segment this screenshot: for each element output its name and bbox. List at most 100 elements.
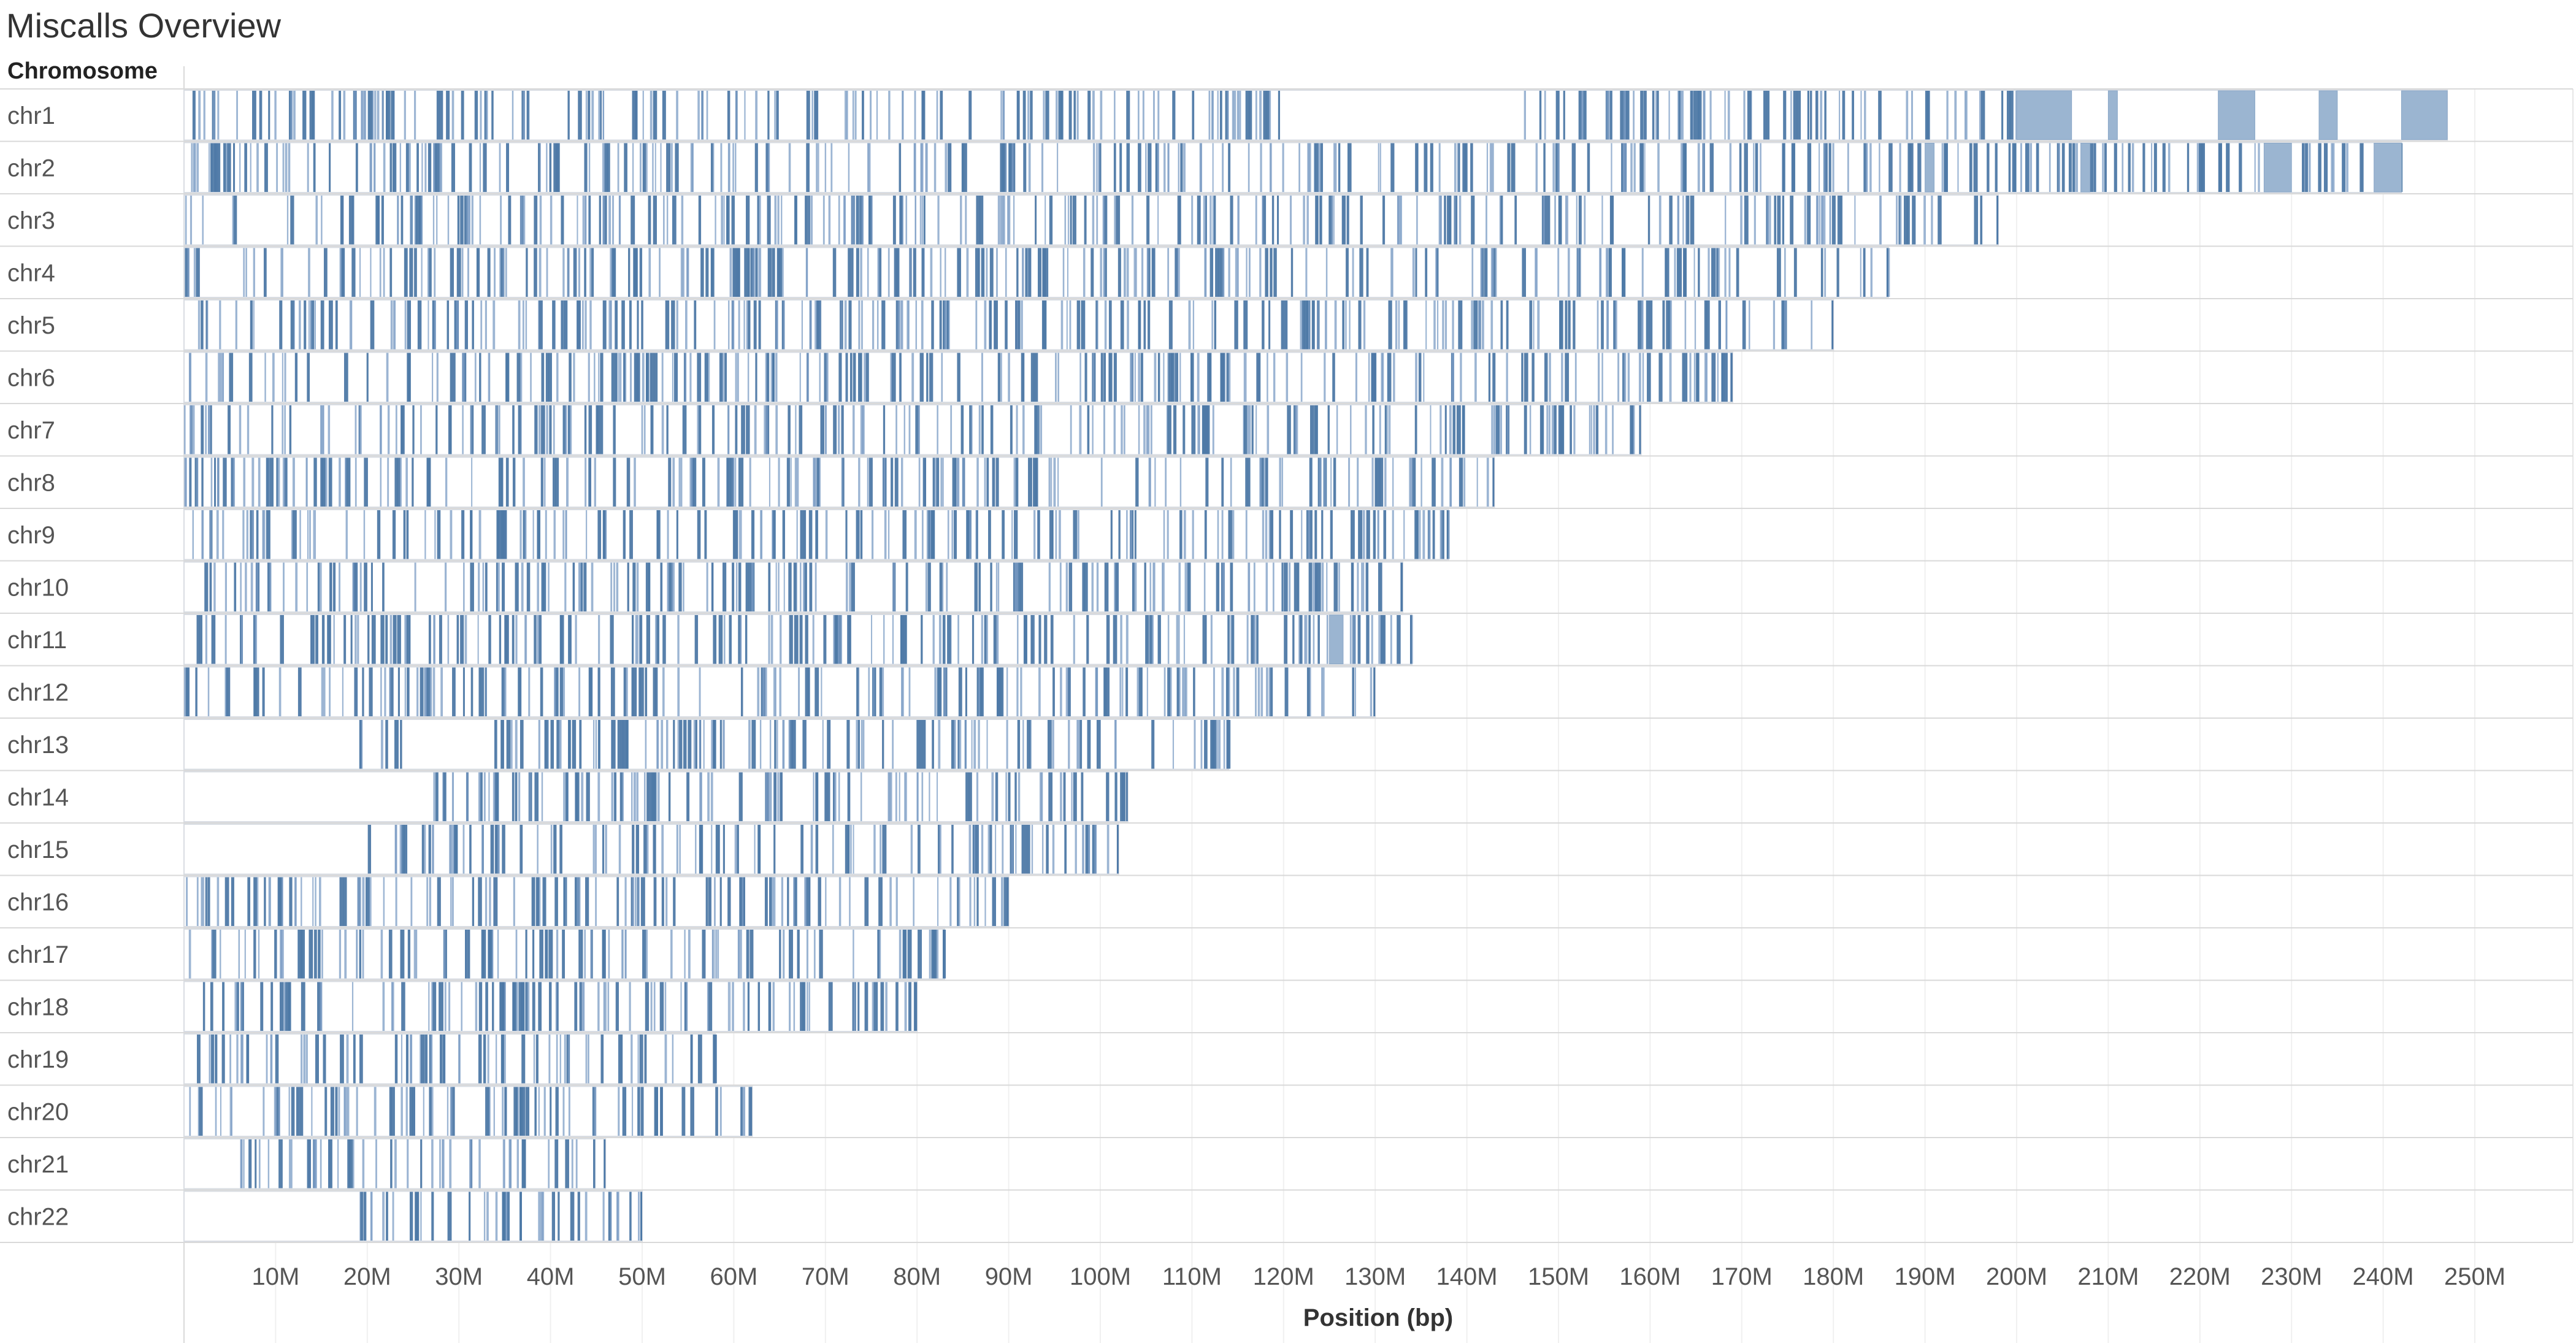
miscall-mark <box>1753 143 1755 192</box>
miscall-mark <box>824 772 827 821</box>
miscall-mark <box>1016 248 1019 297</box>
miscall-mark <box>1070 196 1072 245</box>
miscall-mark <box>2093 143 2096 192</box>
miscall-mark <box>460 615 464 664</box>
miscall-mark <box>1627 353 1630 402</box>
miscall-mark <box>1197 196 1201 245</box>
miscall-mark <box>395 405 397 454</box>
miscall-mark <box>981 615 983 664</box>
miscall-mark <box>505 1192 507 1241</box>
miscall-mark <box>584 143 588 192</box>
miscall-mark <box>914 510 917 559</box>
miscall-mark <box>1121 300 1124 350</box>
miscall-mark <box>1248 562 1251 611</box>
miscall-mark <box>654 667 658 716</box>
miscall-mark <box>393 300 396 350</box>
miscall-mark <box>506 720 511 769</box>
miscall-mark <box>946 562 948 611</box>
miscall-mark <box>745 615 748 664</box>
miscall-mark <box>665 300 670 350</box>
miscall-mark <box>1374 457 1377 507</box>
miscall-mark <box>684 353 687 402</box>
miscall-mark <box>1289 196 1292 245</box>
miscall-mark <box>703 720 705 769</box>
miscall-mark <box>1059 562 1062 611</box>
miscall-mark <box>1106 667 1110 716</box>
miscall-mark <box>1333 196 1335 245</box>
miscall-mark <box>1279 457 1281 507</box>
miscall-mark <box>512 982 517 1031</box>
miscall-mark <box>450 1087 453 1136</box>
x-tick-label: 90M <box>985 1263 1033 1290</box>
miscall-mark <box>571 1139 573 1188</box>
miscall-mark <box>1524 405 1527 454</box>
miscall-mark <box>1442 300 1444 350</box>
miscall-mark <box>1303 196 1305 245</box>
miscall-mark <box>778 248 783 297</box>
miscall-mark <box>693 720 696 769</box>
miscall-mark <box>1633 91 1635 140</box>
miscall-mark <box>995 562 998 611</box>
miscall-mark <box>613 562 615 611</box>
miscall-mark <box>1306 196 1309 245</box>
miscall-mark <box>1511 143 1516 192</box>
miscall-mark <box>480 667 485 716</box>
miscall-mark <box>1167 248 1170 297</box>
miscall-mark <box>1313 615 1315 664</box>
miscall-mark <box>1300 353 1303 402</box>
miscall-mark <box>978 667 980 716</box>
miscall-mark <box>841 405 844 454</box>
miscall-mark <box>1135 248 1137 297</box>
miscall-mark <box>466 196 469 245</box>
miscall-mark <box>1256 353 1261 402</box>
miscall-mark <box>1938 196 1942 245</box>
miscall-mark <box>329 143 331 192</box>
miscall-mark <box>447 300 450 350</box>
miscall-mark <box>957 248 961 297</box>
miscall-mark <box>969 510 972 559</box>
miscall-mark <box>870 91 872 140</box>
miscall-mark <box>766 405 768 454</box>
miscall-mark <box>414 91 416 140</box>
miscall-mark <box>1306 667 1310 716</box>
miscall-mark <box>1944 143 1947 192</box>
miscall-mark <box>791 930 794 979</box>
miscall-mark <box>494 772 499 821</box>
miscall-mark <box>1317 615 1320 664</box>
miscall-mark <box>232 457 236 507</box>
miscall-mark <box>472 877 475 926</box>
miscall-mark <box>1342 300 1345 350</box>
miscall-mark <box>1284 300 1288 350</box>
miscall-mark <box>772 353 775 402</box>
miscall-mark <box>1678 248 1682 297</box>
miscall-mark <box>1409 615 1412 664</box>
miscall-mark <box>416 143 419 192</box>
miscall-mark <box>565 1139 569 1188</box>
miscall-mark <box>1957 143 1959 192</box>
miscall-mark <box>367 615 370 664</box>
miscall-mark <box>440 982 443 1031</box>
miscall-mark <box>768 562 771 611</box>
miscall-mark <box>589 248 592 297</box>
miscall-mark <box>1314 143 1319 192</box>
miscall-mark <box>727 405 730 454</box>
miscall-mark <box>888 91 891 140</box>
miscall-mark <box>1454 196 1456 245</box>
miscall-mark <box>248 353 253 402</box>
miscall-mark <box>1255 91 1257 140</box>
miscall-mark <box>392 143 397 192</box>
miscall-mark <box>613 248 616 297</box>
miscall-mark <box>728 300 730 350</box>
miscall-mark <box>314 1139 316 1188</box>
miscall-mark <box>1239 91 1241 140</box>
miscall-mark <box>713 877 716 926</box>
miscall-mark <box>774 91 776 140</box>
miscall-mark <box>738 457 742 507</box>
miscall-mark <box>326 457 328 507</box>
miscall-mark <box>269 457 274 507</box>
miscall-mark <box>251 457 255 507</box>
miscall-mark <box>1260 667 1263 716</box>
miscall-mark <box>380 615 385 664</box>
miscall-mark <box>584 405 587 454</box>
miscall-mark <box>853 825 854 874</box>
